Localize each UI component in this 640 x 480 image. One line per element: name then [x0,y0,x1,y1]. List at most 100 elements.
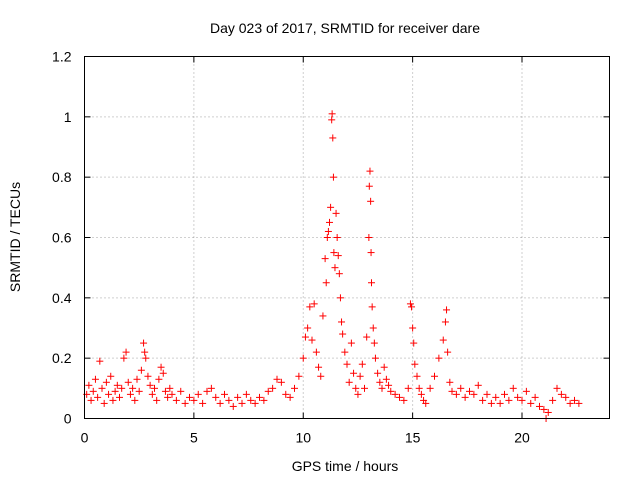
data-point [387,387,395,395]
data-point [457,384,465,392]
data-point [207,384,215,392]
data-point [509,384,517,392]
data-point [94,393,102,401]
data-point [385,381,393,389]
data-point [98,384,106,392]
data-point [172,396,180,404]
data-point [120,354,128,362]
plot-frame [84,56,610,419]
data-point [356,372,364,380]
data-point [96,357,104,365]
data-point [333,234,341,241]
data-point [164,393,172,401]
data-point [358,360,366,368]
x-axis-label: GPS time / hours [292,458,399,474]
data-point [338,318,346,326]
data-point [225,396,233,404]
data-point [168,390,176,398]
data-point [186,393,193,401]
data-point [238,399,246,407]
data-point [400,396,408,404]
data-point [363,333,371,341]
y-tick-label: 0.8 [52,169,72,185]
data-point [334,252,342,260]
data-point [221,390,228,398]
data-point [166,384,174,392]
data-point [144,372,152,380]
data-point [216,399,224,407]
data-point [404,384,412,392]
data-point [299,354,307,362]
data-point [366,167,374,175]
data-point [122,348,130,356]
y-tick-label: 0.4 [52,290,72,306]
data-point [335,270,343,278]
data-point [365,234,373,241]
data-point [91,375,99,383]
data-point [155,375,163,383]
data-point [422,399,430,407]
data-point [505,396,513,404]
data-point [470,390,478,398]
data-point [352,384,360,392]
data-point [327,203,335,211]
data-point [443,306,451,314]
data-point [256,393,263,401]
x-tick-label: 5 [190,430,198,446]
data-point [310,300,318,308]
data-point [441,318,449,326]
data-point [492,393,500,401]
grid [84,56,610,419]
data-point [324,227,332,235]
data-point [286,393,294,401]
data-point [536,402,543,410]
data-point [322,279,330,287]
data-point [444,348,452,356]
data-point [146,381,154,389]
data-point [328,116,336,124]
data-point [332,209,340,217]
data-point [540,405,548,413]
data-point [411,360,419,368]
data-point [571,396,578,404]
data-point [417,390,425,398]
data-point [229,402,237,410]
data-point [242,390,250,398]
data-point [141,348,149,356]
data-point [131,396,139,404]
data-point [368,279,375,287]
data-point [527,399,535,407]
data-point [367,197,375,205]
data-point [113,381,121,389]
data-point [448,387,456,395]
data-point [116,393,123,401]
data-point [126,390,134,398]
data-point [308,336,316,344]
data-point [483,390,491,398]
data-point [85,381,93,389]
x-tick-label: 10 [295,430,311,446]
data-point [553,384,561,392]
data-point [100,399,108,407]
x-tick-label: 15 [405,430,421,446]
data-points [83,110,583,422]
data-point [522,387,530,395]
data-point [304,324,312,332]
data-point [118,384,126,392]
data-point [199,399,207,407]
data-point [301,333,309,341]
y-tick-label: 0.2 [52,350,72,366]
data-point [105,390,113,398]
data-point [124,378,132,386]
data-point [161,387,169,395]
x-tick-label: 0 [81,430,89,446]
data-point [431,372,438,380]
data-point [109,396,117,404]
data-point [330,249,338,257]
data-point [514,393,522,401]
data-point [446,378,454,386]
axis-ticks: 0 0.2 0.4 0.6 0.8 1 1.2 0 5 10 15 20 [52,49,610,446]
data-point [368,303,376,311]
data-point [317,372,325,380]
